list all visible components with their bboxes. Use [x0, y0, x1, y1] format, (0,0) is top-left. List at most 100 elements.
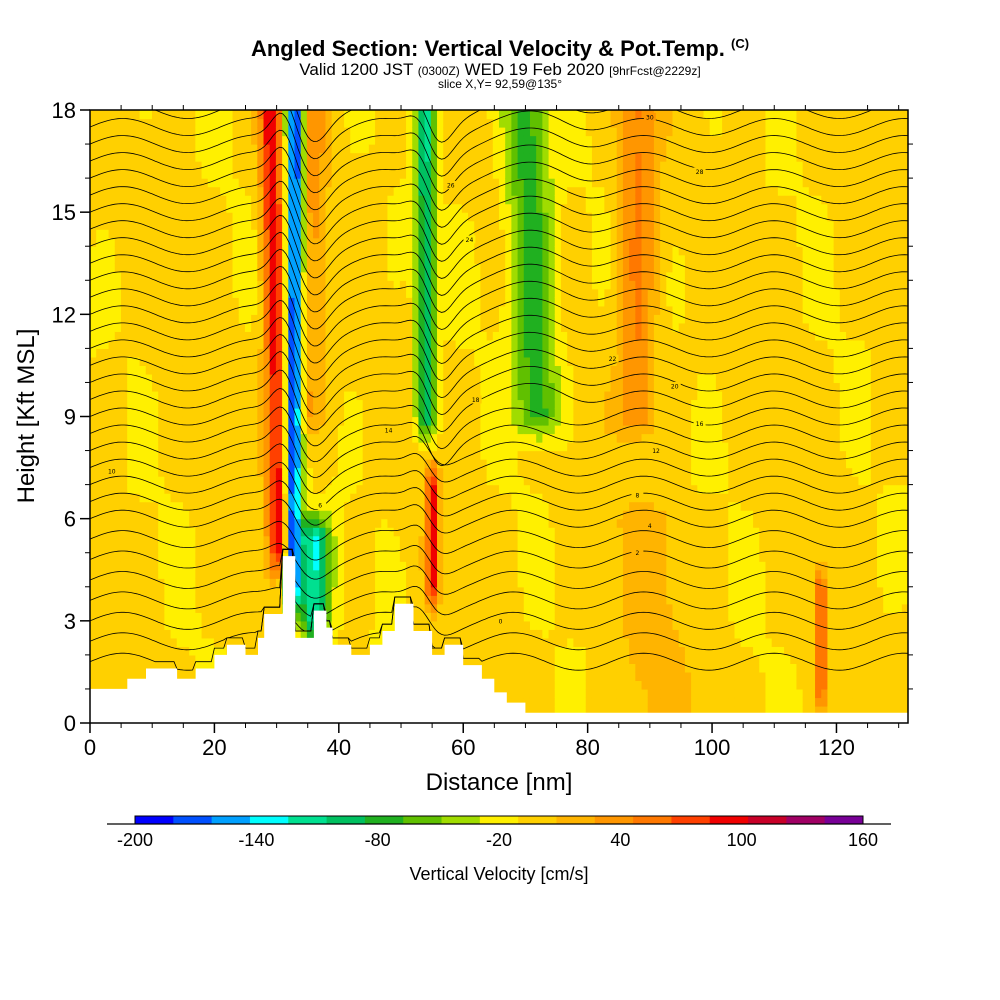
field-cell: [127, 339, 134, 349]
field-cell: [207, 229, 215, 239]
field-cell: [213, 399, 221, 409]
field-cell: [269, 305, 277, 315]
field-cell: [362, 246, 370, 256]
field-cell: [96, 331, 103, 341]
field-cell: [406, 169, 413, 179]
field-cell: [158, 365, 165, 375]
field-cell: [275, 416, 283, 426]
field-cell: [468, 646, 475, 656]
field-cell: [443, 586, 451, 596]
field-cell: [337, 416, 345, 426]
field-cell: [182, 263, 190, 273]
field-cell: [511, 135, 519, 145]
field-cell: [275, 127, 283, 137]
field-cell: [207, 586, 215, 596]
field-cell: [399, 254, 407, 264]
field-cell: [492, 450, 500, 460]
field-cell: [437, 246, 444, 256]
field-cell: [437, 484, 444, 494]
field-cell: [151, 305, 159, 315]
field-cell: [306, 535, 314, 545]
field-cell: [145, 544, 153, 554]
field-cell: [90, 203, 97, 213]
field-cell: [412, 263, 420, 273]
field-cell: [424, 229, 432, 239]
field-cell: [158, 161, 165, 171]
field-cell: [387, 442, 395, 452]
field-cell: [257, 339, 265, 349]
field-cell: [145, 586, 153, 596]
field-cell: [505, 586, 512, 596]
field-cell: [213, 578, 221, 588]
field-cell: [399, 322, 407, 332]
field-cell: [511, 373, 519, 384]
field-cell: [90, 348, 97, 358]
field-cell: [90, 373, 97, 384]
field-cell: [164, 220, 172, 230]
field-cell: [244, 356, 252, 367]
field-cell: [220, 399, 227, 409]
field-cell: [368, 186, 376, 196]
field-cell: [226, 484, 234, 494]
field-cell: [480, 433, 488, 443]
field-cell: [257, 501, 265, 511]
field-cell: [114, 373, 122, 384]
field-cell: [461, 186, 469, 196]
field-cell: [158, 620, 165, 630]
field-cell: [213, 271, 221, 281]
field-cell: [288, 467, 296, 477]
field-cell: [430, 288, 438, 298]
field-cell: [381, 220, 389, 230]
field-cell: [207, 654, 215, 664]
field-cell: [244, 365, 252, 375]
field-cell: [492, 271, 500, 281]
field-cell: [170, 620, 178, 630]
field-cell: [437, 365, 444, 375]
field-cell: [375, 348, 382, 358]
field-cell: [182, 442, 190, 452]
field-cell: [170, 110, 178, 120]
field-cell: [195, 586, 203, 596]
field-cell: [275, 212, 283, 222]
field-cell: [443, 416, 451, 426]
field-cell: [375, 501, 382, 511]
field-cell: [362, 280, 370, 290]
field-cell: [406, 493, 413, 503]
field-cell: [319, 195, 327, 205]
field-cell: [362, 195, 370, 205]
field-cell: [108, 297, 116, 307]
field-cell: [449, 356, 457, 367]
field-cell: [368, 356, 376, 367]
field-cell: [375, 612, 382, 622]
field-cell: [195, 518, 203, 528]
field-cell: [468, 169, 475, 179]
field-cell: [195, 169, 203, 179]
field-cell: [251, 305, 258, 315]
field-cell: [114, 127, 122, 137]
field-cell: [127, 271, 134, 281]
field-cell: [505, 433, 512, 443]
field-cell: [492, 118, 500, 128]
field-cell: [90, 459, 97, 469]
field-cell: [213, 569, 221, 579]
field-cell: [300, 152, 308, 162]
field-cell: [455, 271, 463, 281]
field-cell: [499, 135, 506, 145]
field-cell: [313, 237, 320, 247]
field-cell: [492, 246, 500, 256]
field-cell: [294, 305, 302, 315]
field-cell: [430, 578, 438, 588]
field-cell: [418, 356, 426, 367]
field-cell: [232, 433, 240, 443]
field-cell: [114, 365, 122, 375]
field-cell: [226, 450, 234, 460]
field-cell: [269, 484, 277, 494]
field-cell: [418, 399, 426, 409]
field-cell: [437, 603, 444, 613]
field-cell: [251, 339, 258, 349]
field-cell: [90, 586, 97, 596]
field-cell: [151, 620, 159, 630]
field-cell: [406, 314, 413, 324]
field-cell: [96, 586, 103, 596]
field-cell: [257, 484, 265, 494]
